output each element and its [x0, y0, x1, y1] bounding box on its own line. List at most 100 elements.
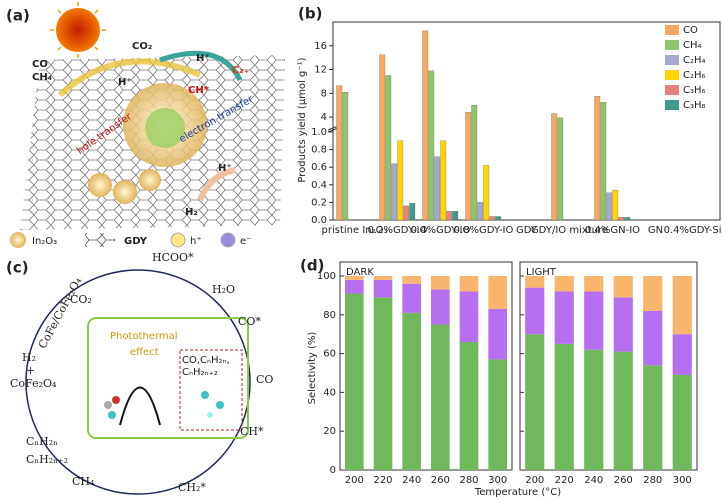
x-tick-label: 0.4%GN-IO: [585, 225, 640, 236]
bar: [557, 117, 564, 221]
x-tick-label: 280: [459, 475, 478, 486]
bar: [428, 70, 435, 221]
x-tick-label: 260: [431, 475, 450, 486]
plot-title: DARK: [346, 267, 374, 278]
x-tick-label: pristine In₂O₃: [322, 225, 388, 236]
bar: [342, 91, 349, 221]
label: H₂O: [212, 283, 235, 296]
legend-swatch: [665, 85, 679, 95]
label: CₙH₂ₙ: [26, 435, 58, 448]
y-tick-label: 80: [323, 310, 336, 321]
label: +: [26, 364, 35, 377]
bar: [452, 211, 459, 221]
y-tick-label: 8: [321, 88, 327, 99]
x-tick-label: 0.4%GDY-SiO₂: [664, 225, 722, 236]
bar-segment: [488, 308, 507, 360]
x-tick-label: 240: [584, 475, 603, 486]
panel-a-art: [10, 2, 285, 248]
legend-label: CO: [683, 25, 698, 36]
bar-segment: [643, 310, 663, 366]
x-tick-label: 200: [345, 475, 364, 486]
bar: [409, 203, 416, 221]
bar: [624, 217, 631, 221]
bar-segment: [345, 293, 364, 470]
panel-label: (c): [6, 259, 29, 277]
bar-segment: [402, 276, 421, 284]
bar: [397, 140, 404, 221]
bar-segment: [525, 276, 545, 288]
bar-segment: [402, 283, 421, 313]
bar: [495, 216, 502, 221]
bar-segment: [525, 334, 545, 470]
bar-segment: [672, 374, 692, 470]
legend-label: C₃H₆: [683, 85, 706, 96]
legend-label: h⁺: [190, 236, 202, 247]
y-tick-label: 20: [323, 426, 336, 437]
axis-break: [327, 125, 339, 133]
y-tick-label: 100: [317, 271, 336, 282]
bar-segment: [345, 279, 364, 294]
label: CH₄: [72, 475, 95, 488]
x-tick-label: 240: [402, 475, 421, 486]
bar-segment: [584, 276, 604, 292]
panel-label: (a): [6, 7, 30, 25]
label: CoFe₂O₄: [10, 377, 57, 390]
bar: [422, 30, 429, 221]
label: HCOO*: [152, 251, 194, 264]
bar-segment: [431, 276, 450, 290]
y-tick-label: 1.0: [311, 127, 327, 138]
bar: [403, 205, 410, 221]
label: CO: [32, 59, 48, 70]
bar: [385, 75, 392, 221]
legend-swatch: [665, 70, 679, 80]
bar-segment: [402, 312, 421, 470]
label: CO₂: [70, 293, 92, 306]
label: CH*: [240, 425, 264, 438]
y-tick-label: 4: [321, 112, 327, 123]
label: H⁺: [118, 77, 132, 88]
x-tick-label: 0.2%GDY-IO: [368, 225, 428, 236]
y-tick-label: 40: [323, 387, 336, 398]
y-tick-label: 0.6: [311, 162, 327, 173]
x-tick-label: 220: [373, 475, 392, 486]
bar-segment: [554, 291, 574, 344]
legend-label: C₂H₄: [683, 55, 706, 66]
bar-segment: [373, 279, 393, 298]
legend-label: In₂O₃: [32, 236, 57, 247]
bar: [606, 192, 613, 221]
panel-c-art: [25, 269, 251, 495]
y-tick-label: 0.0: [311, 215, 327, 226]
label: C₂₊: [232, 65, 249, 76]
legend-swatch: [665, 40, 679, 50]
bar-segment: [373, 276, 393, 280]
label: CH₂*: [178, 481, 206, 494]
bar-segment: [672, 276, 692, 335]
legend-label: CH₄: [683, 40, 702, 51]
label: CₙH₂ₙ₊₂: [26, 453, 68, 466]
bar-segment: [345, 276, 364, 280]
x-tick-label: 300: [488, 475, 507, 486]
label: CH*: [188, 85, 210, 96]
x-tick-label: GN: [648, 225, 663, 236]
label: CO,CₙH₂ₙ,: [182, 355, 230, 366]
x-tick-label: 0.8%GDY-IO: [454, 225, 514, 236]
label: effect: [130, 347, 159, 358]
bar-segment: [431, 289, 450, 325]
legend-label: C₂H₆: [683, 70, 706, 81]
panel-label: (b): [298, 5, 322, 23]
bar: [618, 217, 625, 221]
bar-segment: [459, 341, 479, 470]
y-axis-label: Products yield (μmol g⁻¹): [297, 57, 308, 182]
bar-segment: [613, 351, 633, 470]
legend-swatch: [665, 100, 679, 110]
bar: [471, 105, 478, 221]
y-tick-label: 0.2: [311, 197, 327, 208]
y-tick-label: 0.8: [311, 145, 327, 156]
bar-segment: [431, 324, 450, 470]
plot-title: LIGHT: [526, 267, 557, 278]
y-axis-label: Selectivity (%): [307, 332, 318, 405]
plot-frame: [339, 261, 513, 471]
label: Photothermal: [110, 331, 178, 342]
label: CH₄: [32, 72, 52, 83]
bar: [391, 163, 398, 221]
